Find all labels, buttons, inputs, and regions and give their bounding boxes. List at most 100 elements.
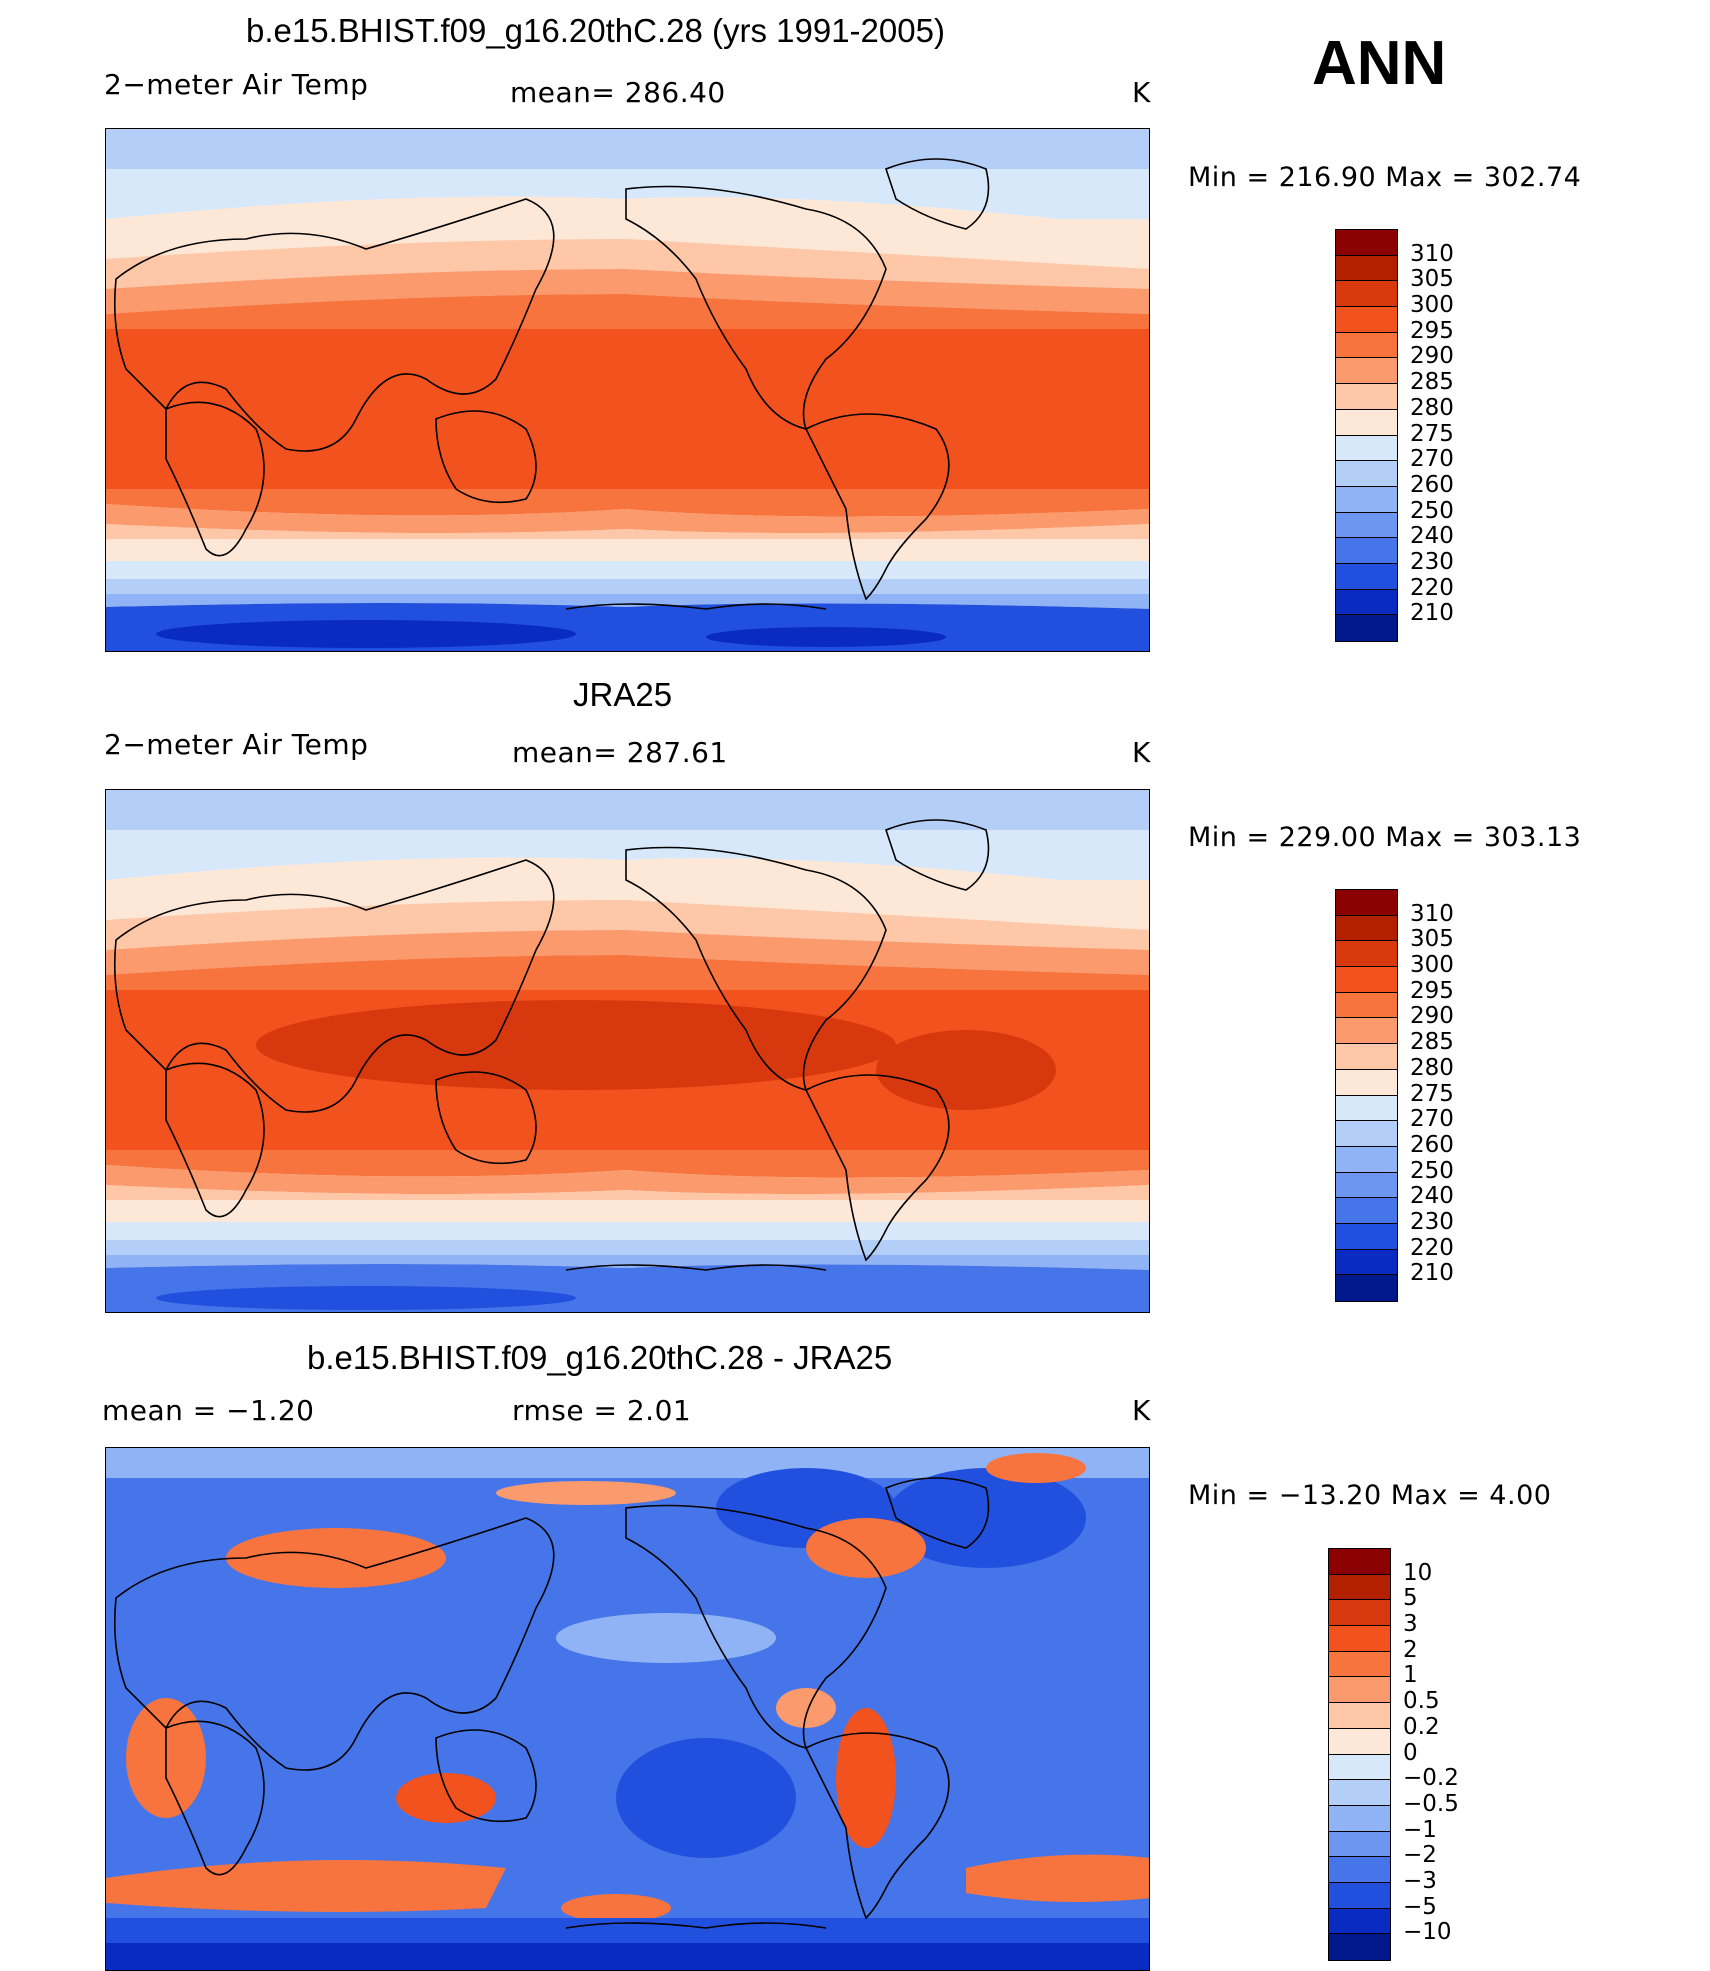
colorbar-label: −2: [1403, 1842, 1437, 1869]
colorbar-swatch: [1336, 1018, 1397, 1045]
colorbar-label: 250: [1410, 497, 1454, 524]
colorbar-label: −5: [1403, 1893, 1437, 1920]
season-label: ANN: [1312, 29, 1447, 98]
colorbar-swatch: [1336, 384, 1397, 410]
colorbar-swatch: [1336, 1249, 1397, 1276]
colorbar-label: −1: [1403, 1816, 1437, 1843]
colorbar-swatch: [1329, 1908, 1390, 1935]
colorbar-swatch: [1329, 1600, 1390, 1627]
colorbar-label: 295: [1410, 317, 1454, 344]
colorbar-swatch: [1329, 1882, 1390, 1909]
colorbar-swatch: [1336, 915, 1397, 942]
colorbar-label: 260: [1410, 1131, 1454, 1158]
colorbar-swatch: [1329, 1574, 1390, 1601]
panel3-rmse-label: rmse = 2.01: [512, 1394, 692, 1427]
colorbar-label: 295: [1410, 977, 1454, 1004]
colorbar-label: 305: [1410, 266, 1454, 293]
colorbar-label: 280: [1410, 394, 1454, 421]
panel2-mean-label: mean= 287.61: [512, 736, 728, 769]
colorbar-swatch: [1336, 486, 1397, 513]
colorbar-swatch: [1336, 255, 1397, 282]
colorbar-swatch: [1336, 941, 1397, 968]
colorbar-label: 275: [1410, 1080, 1454, 1107]
colorbar-swatch: [1336, 307, 1397, 333]
colorbar-label: 210: [1410, 1260, 1454, 1287]
colorbar-swatch: [1329, 1754, 1390, 1781]
colorbar-swatch: [1329, 1549, 1390, 1575]
panel1-minmax: Min = 216.90 Max = 302.74: [1188, 162, 1582, 193]
panel2-variable-label: 2−meter Air Temp: [104, 728, 369, 761]
colorbar-swatch: [1336, 1172, 1397, 1199]
panel2-map: [105, 789, 1150, 1313]
colorbar-label: 230: [1410, 548, 1454, 575]
colorbar-swatch: [1329, 1780, 1390, 1806]
colorbar-label: 290: [1410, 1003, 1454, 1030]
colorbar-label: 0.5: [1403, 1688, 1440, 1715]
panel2-title: JRA25: [573, 676, 673, 713]
colorbar-swatch: [1329, 1651, 1390, 1678]
colorbar-swatch: [1336, 435, 1397, 462]
colorbar-label: 210: [1410, 600, 1454, 627]
panel3-map: [105, 1447, 1150, 1971]
colorbar-swatch: [1336, 1275, 1397, 1301]
panel3-mean-label: mean = −1.20: [102, 1394, 315, 1427]
colorbar-label: 285: [1410, 369, 1454, 396]
colorbar-swatch: [1336, 409, 1397, 436]
colorbar-swatch: [1336, 589, 1397, 616]
colorbar-swatch: [1336, 1198, 1397, 1224]
colorbar-label: 280: [1410, 1054, 1454, 1081]
colorbar-swatch: [1329, 1703, 1390, 1729]
colorbar-swatch: [1336, 890, 1397, 916]
colorbar-swatch: [1329, 1805, 1390, 1832]
colorbar-label: 260: [1410, 471, 1454, 498]
colorbar-swatch: [1329, 1728, 1390, 1755]
colorbar-swatch: [1336, 538, 1397, 564]
colorbar-label: 305: [1410, 926, 1454, 953]
colorbar-label: 230: [1410, 1208, 1454, 1235]
colorbar-swatch: [1336, 332, 1397, 359]
panel1-mean-label: mean= 286.40: [510, 76, 726, 109]
colorbar-swatch: [1336, 512, 1397, 539]
colorbar-swatch: [1329, 1857, 1390, 1883]
colorbar-label: 310: [1410, 240, 1454, 267]
colorbar-label: 275: [1410, 420, 1454, 447]
panel1-units-label: K: [1132, 76, 1151, 109]
colorbar-swatch: [1336, 1223, 1397, 1250]
colorbar-label: 310: [1410, 900, 1454, 927]
panel3-title: b.e15.BHIST.f09_g16.20thC.28 - JRA25: [307, 1339, 893, 1376]
colorbar-swatch: [1336, 281, 1397, 308]
colorbar-label: −3: [1403, 1867, 1437, 1894]
colorbar-label: 240: [1410, 523, 1454, 550]
panel3-units-label: K: [1132, 1394, 1151, 1427]
colorbar-label: 250: [1410, 1157, 1454, 1184]
colorbar-swatch: [1336, 1121, 1397, 1147]
panel1-variable-label: 2−meter Air Temp: [104, 68, 369, 101]
panel2-units-label: K: [1132, 736, 1151, 769]
colorbar-label: 10: [1403, 1559, 1433, 1586]
colorbar-swatch: [1329, 1831, 1390, 1858]
colorbar-swatch: [1329, 1934, 1390, 1960]
colorbar-label: 270: [1410, 446, 1454, 473]
colorbar-label: 0.2: [1403, 1713, 1440, 1740]
panel1-title: b.e15.BHIST.f09_g16.20thC.28 (yrs 1991-2…: [246, 12, 945, 49]
panel1-temperature-field: [106, 129, 1149, 651]
colorbar-label: 2: [1403, 1636, 1418, 1663]
colorbar-label: 220: [1410, 1234, 1454, 1261]
colorbar-swatch: [1336, 967, 1397, 993]
panel2-colorbar: [1335, 889, 1398, 1302]
colorbar-swatch: [1329, 1626, 1390, 1652]
colorbar-label: 300: [1410, 952, 1454, 979]
colorbar-swatch: [1329, 1677, 1390, 1704]
panel3-minmax: Min = −13.20 Max = 4.00: [1188, 1480, 1552, 1511]
colorbar-swatch: [1336, 1044, 1397, 1070]
colorbar-label: 0: [1403, 1739, 1418, 1766]
panel1-colorbar: [1335, 229, 1398, 642]
colorbar-label: −0.2: [1403, 1765, 1459, 1792]
colorbar-swatch: [1336, 615, 1397, 641]
colorbar-label: 240: [1410, 1183, 1454, 1210]
colorbar-label: 3: [1403, 1611, 1418, 1638]
colorbar-label: 1: [1403, 1662, 1418, 1689]
colorbar-label: 220: [1410, 574, 1454, 601]
colorbar-swatch: [1336, 992, 1397, 1019]
colorbar-swatch: [1336, 461, 1397, 487]
